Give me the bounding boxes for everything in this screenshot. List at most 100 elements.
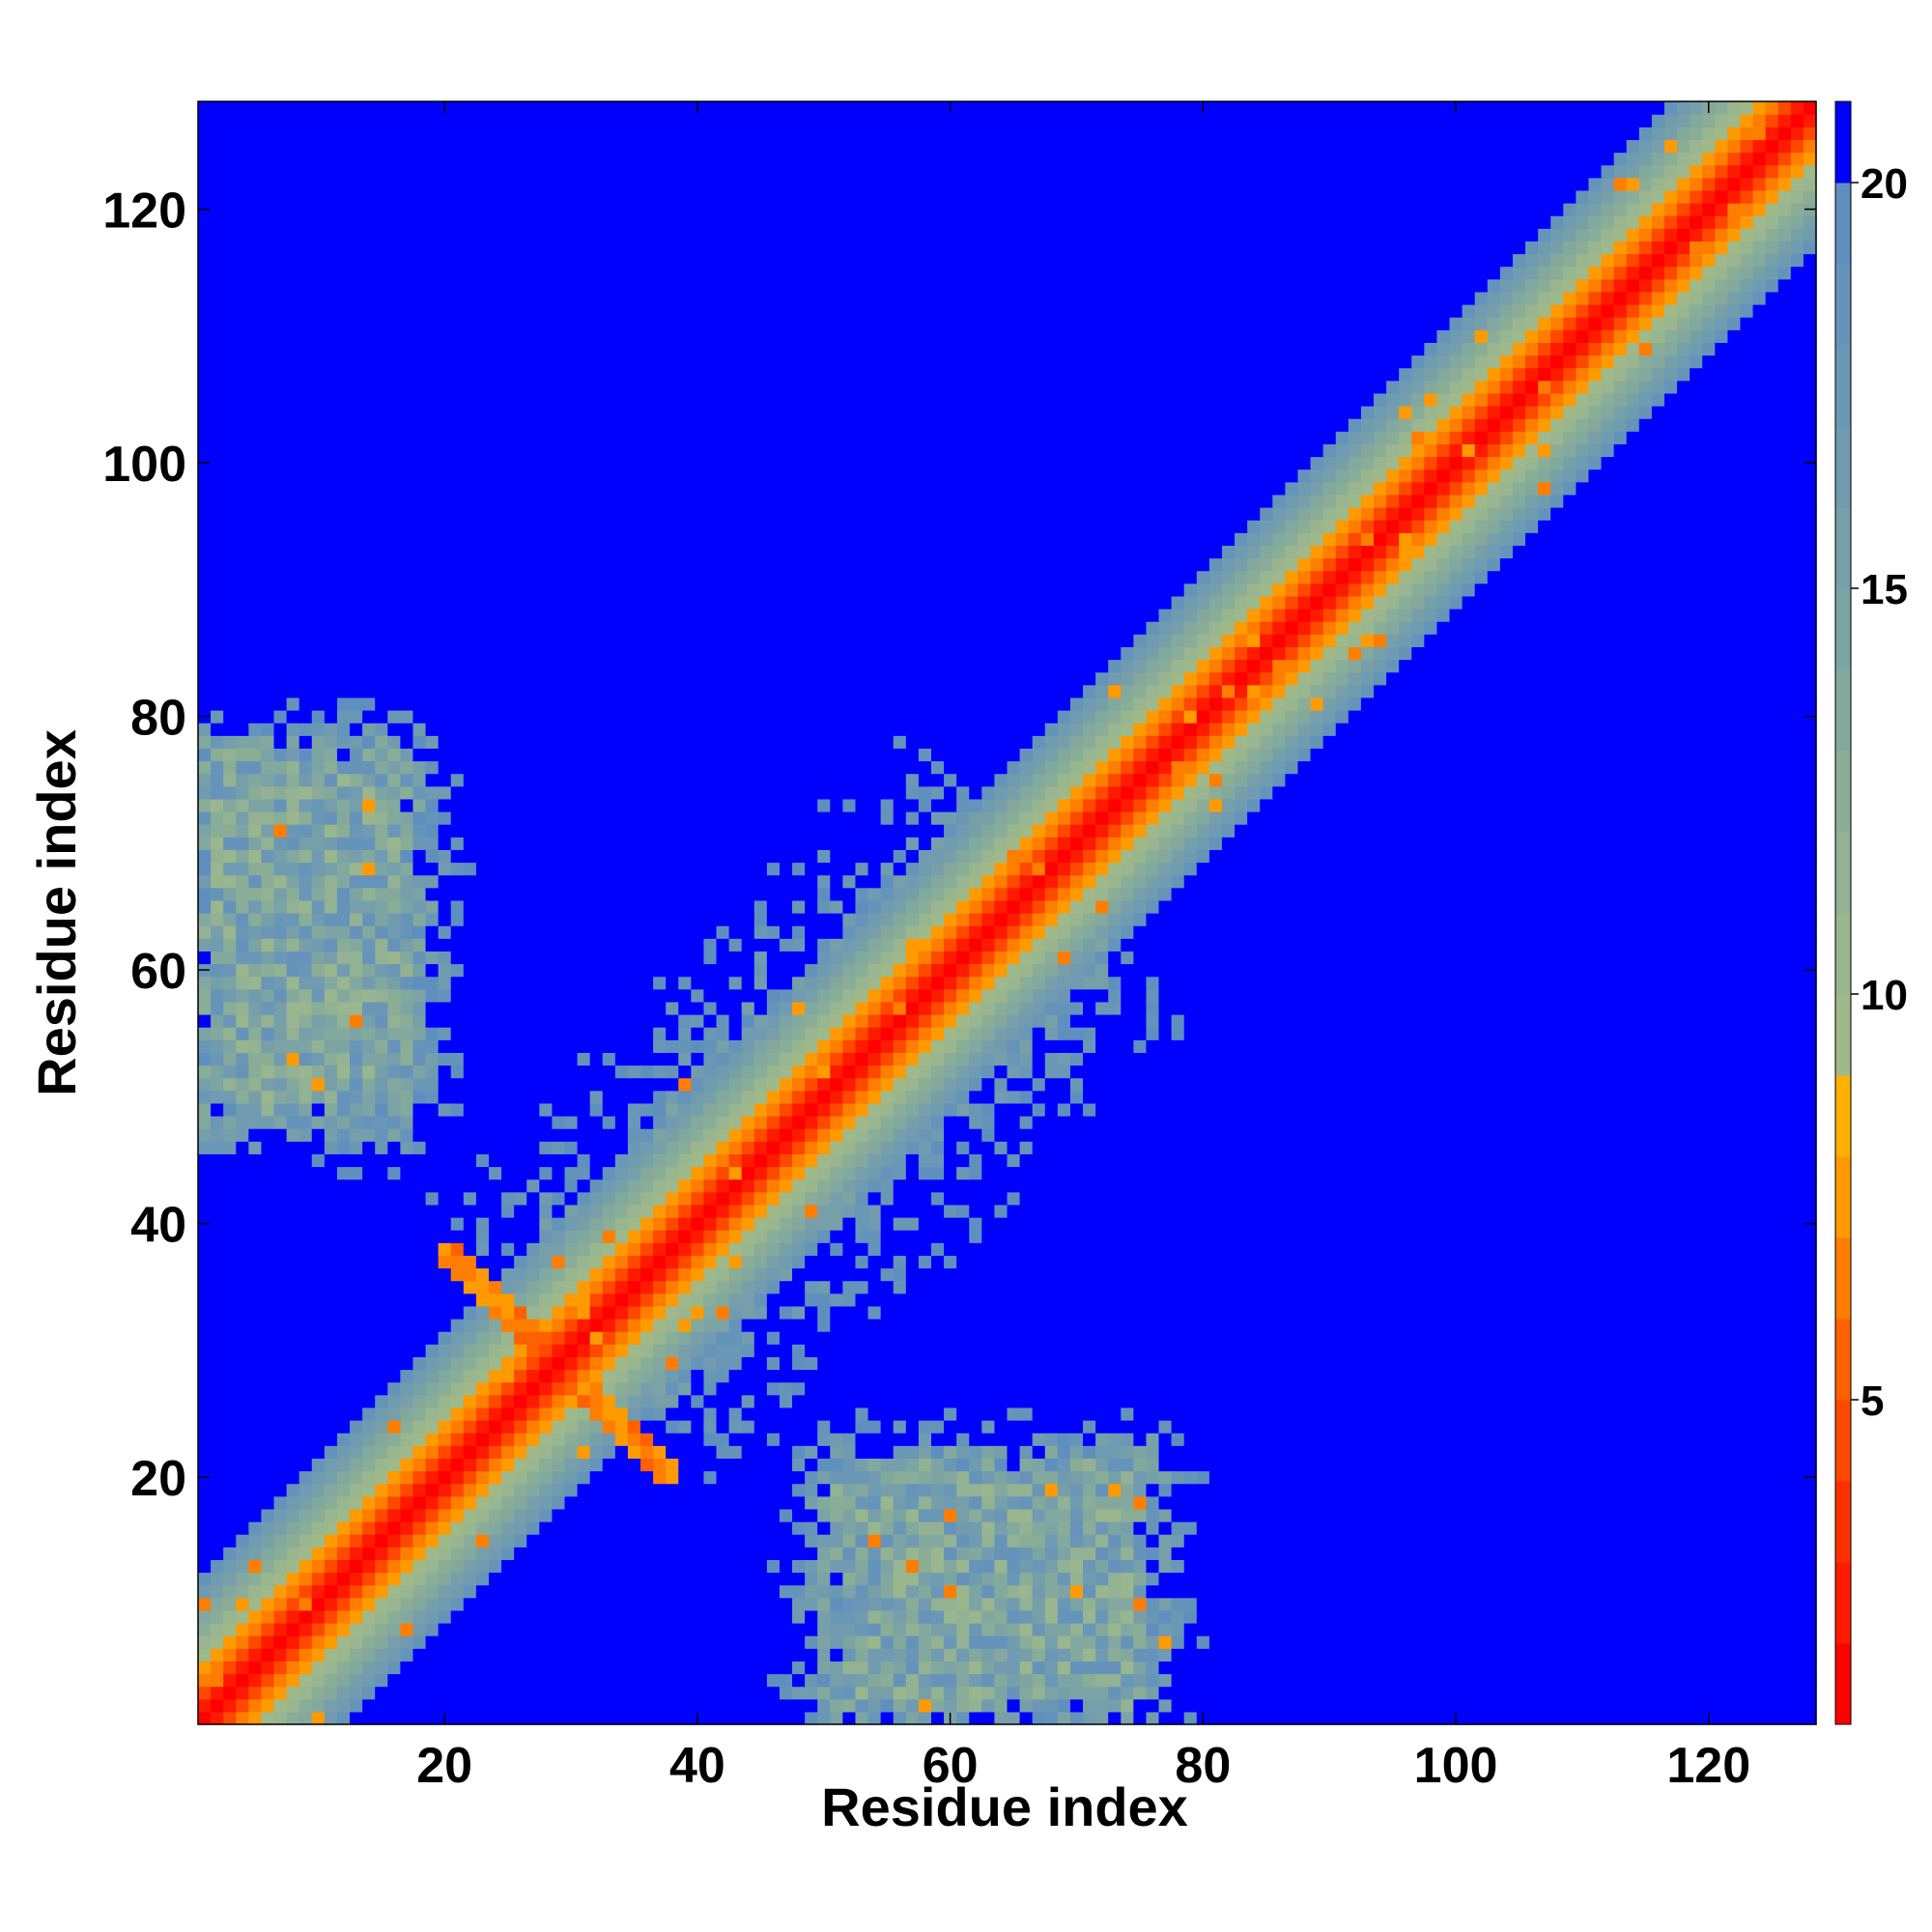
heatmap-cell xyxy=(1525,342,1539,356)
heatmap-cell xyxy=(298,837,326,850)
heatmap-cell xyxy=(1550,329,1564,343)
heatmap-cell xyxy=(1183,671,1198,686)
heatmap-cell xyxy=(792,1458,806,1472)
heatmap-cell xyxy=(375,1039,388,1053)
heatmap-cell xyxy=(1083,1698,1122,1713)
heatmap-cell xyxy=(387,773,401,787)
heatmap-cell xyxy=(741,1445,793,1459)
heatmap-cell xyxy=(842,1166,857,1180)
heatmap-cell xyxy=(1790,215,1804,229)
heatmap-cell xyxy=(350,963,363,978)
heatmap-cell xyxy=(400,1495,414,1510)
heatmap-cell xyxy=(994,1495,1009,1510)
heatmap-cell xyxy=(893,938,907,952)
heatmap-cell xyxy=(766,1141,781,1154)
heatmap-cell xyxy=(324,1609,338,1624)
heatmap-cell xyxy=(1158,1648,1173,1662)
heatmap-cell xyxy=(198,1280,465,1294)
heatmap-cell xyxy=(969,837,982,850)
heatmap-cell xyxy=(614,1280,629,1294)
heatmap-cell xyxy=(918,874,932,889)
heatmap-cell xyxy=(552,1394,566,1408)
heatmap-cell xyxy=(1348,609,1362,622)
heatmap-cell xyxy=(1563,406,1577,419)
heatmap-cell xyxy=(855,1293,1817,1307)
heatmap-cell xyxy=(1550,431,1564,444)
heatmap-cell xyxy=(969,1204,996,1218)
heatmap-cell xyxy=(1638,164,1653,179)
heatmap-cell xyxy=(387,1102,401,1117)
heatmap-cell xyxy=(653,1166,667,1180)
heatmap-cell xyxy=(753,925,768,939)
heatmap-cell xyxy=(792,1305,806,1320)
heatmap-cell xyxy=(728,1191,743,1206)
heatmap-cell xyxy=(1550,241,1564,255)
heatmap-cell xyxy=(1069,1470,1084,1485)
heatmap-cell xyxy=(1221,646,1236,661)
heatmap-cell xyxy=(248,1027,263,1040)
heatmap-cell xyxy=(311,1661,326,1675)
heatmap-cell xyxy=(526,1483,540,1497)
heatmap-cell xyxy=(336,849,351,864)
heatmap-cell xyxy=(805,1293,831,1307)
heatmap-cell xyxy=(1095,1597,1109,1611)
heatmap-cell xyxy=(855,1166,869,1180)
heatmap-cell xyxy=(400,1470,414,1485)
heatmap-cell xyxy=(1651,152,1665,166)
heatmap-cell xyxy=(236,988,249,1003)
heatmap-cell xyxy=(766,1014,781,1028)
heatmap-cell xyxy=(830,988,843,1003)
heatmap-cell xyxy=(1563,392,1577,407)
heatmap-cell xyxy=(236,849,249,864)
heatmap-cell xyxy=(350,988,363,1003)
heatmap-cell xyxy=(1563,418,1577,432)
heatmap-cell xyxy=(766,1433,781,1446)
heatmap-cell xyxy=(298,785,313,800)
heatmap-cell xyxy=(425,1470,440,1485)
heatmap-cell xyxy=(1715,253,1728,268)
heatmap-cell xyxy=(1221,710,1236,724)
heatmap-cell xyxy=(298,723,313,736)
heatmap-cell xyxy=(248,1648,263,1662)
heatmap-cell xyxy=(817,1483,831,1497)
heatmap-cell xyxy=(855,1521,869,1535)
heatmap-cell xyxy=(450,1445,465,1459)
heatmap-cell xyxy=(1095,1001,1122,1015)
heatmap-cell xyxy=(614,1065,629,1079)
heatmap-cell xyxy=(236,1090,249,1104)
heatmap-cell xyxy=(994,1001,1009,1015)
heatmap-cell xyxy=(842,1483,857,1497)
heatmap-cell xyxy=(1057,735,1071,749)
heatmap-cell xyxy=(1702,139,1716,154)
heatmap-cell xyxy=(1386,671,1817,686)
heatmap-cell xyxy=(930,887,945,901)
heatmap-cell xyxy=(1436,456,1451,470)
heatmap-cell xyxy=(501,1356,515,1371)
heatmap-cell xyxy=(1196,785,1210,800)
heatmap-cell xyxy=(766,862,781,876)
heatmap-cell xyxy=(236,1077,249,1092)
heatmap-cell xyxy=(728,1217,743,1231)
heatmap-cell xyxy=(198,545,1223,559)
heatmap-cell xyxy=(1740,127,1767,140)
heatmap-cell xyxy=(236,1027,249,1040)
heatmap-cell xyxy=(905,1128,920,1142)
heatmap-cell xyxy=(830,1027,843,1040)
heatmap-cell xyxy=(552,1406,566,1421)
heatmap-cell xyxy=(1626,431,1817,444)
heatmap-cell xyxy=(602,1305,616,1320)
heatmap-cell xyxy=(539,1483,554,1497)
heatmap-cell xyxy=(867,1559,882,1574)
heatmap-cell xyxy=(1727,291,1742,305)
heatmap-cell xyxy=(412,785,427,800)
heatmap-cell xyxy=(1550,380,1564,394)
heatmap-cell xyxy=(1462,595,1817,610)
heatmap-cell xyxy=(956,1001,970,1015)
heatmap-cell xyxy=(298,1698,313,1713)
heatmap-cell xyxy=(198,646,1122,661)
heatmap-cell xyxy=(1196,634,1210,647)
heatmap-cell xyxy=(1032,874,1046,889)
heatmap-cell xyxy=(298,1128,313,1142)
heatmap-cell xyxy=(1083,1052,1817,1066)
heatmap-cell xyxy=(1399,659,1817,673)
